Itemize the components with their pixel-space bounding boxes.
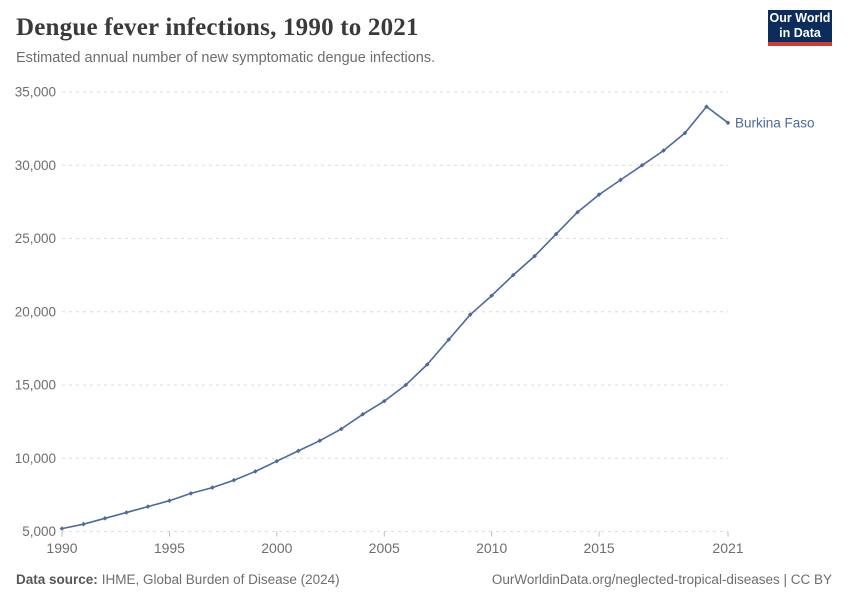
data-point-marker[interactable]: [553, 231, 559, 237]
owid-logo-line1: Our World: [769, 11, 831, 25]
data-point-marker[interactable]: [704, 104, 709, 109]
data-point-marker[interactable]: [618, 177, 623, 183]
data-point-marker[interactable]: [296, 448, 301, 454]
data-point-marker[interactable]: [661, 148, 666, 153]
data-point-marker[interactable]: [317, 438, 323, 443]
x-axis-label: 2010: [476, 540, 507, 556]
data-point-marker[interactable]: [596, 192, 602, 197]
x-axis-label: 1990: [46, 540, 77, 556]
data-point-marker[interactable]: [381, 398, 387, 404]
chart-subtitle: Estimated annual number of new symptomat…: [16, 50, 436, 66]
data-source-value: IHME, Global Burden of Disease (2024): [101, 572, 340, 587]
y-axis-label: 35,000: [15, 85, 56, 100]
data-point-marker[interactable]: [532, 253, 537, 259]
data-point-marker[interactable]: [489, 293, 494, 298]
y-axis-label: 5,000: [22, 524, 56, 539]
data-point-marker[interactable]: [467, 312, 473, 317]
chart-title: Dengue fever infections, 1990 to 2021: [16, 14, 419, 41]
x-axis-label: 1995: [154, 540, 185, 556]
data-point-marker[interactable]: [167, 498, 172, 504]
data-point-marker[interactable]: [338, 426, 344, 432]
y-axis-label: 30,000: [15, 158, 56, 173]
series-end-label[interactable]: Burkina Faso: [735, 115, 815, 130]
data-source-label: Data source:: [16, 572, 98, 587]
owid-logo[interactable]: Our World in Data: [768, 10, 832, 46]
data-point-marker[interactable]: [231, 477, 237, 483]
y-axis-label: 20,000: [15, 304, 56, 319]
data-point-marker[interactable]: [124, 510, 129, 515]
data-point-marker[interactable]: [81, 521, 86, 527]
x-axis-label: 2015: [584, 540, 615, 556]
y-axis-label: 10,000: [15, 451, 56, 466]
y-axis-label: 25,000: [15, 231, 56, 246]
footer-link[interactable]: OurWorldinData.org/neglected-tropical-di…: [491, 572, 832, 587]
data-point-marker[interactable]: [210, 485, 215, 490]
data-source: Data source: IHME, Global Burden of Disea…: [16, 572, 340, 587]
data-point-marker[interactable]: [510, 272, 516, 278]
x-axis-label: 2005: [369, 540, 400, 556]
data-point-marker[interactable]: [59, 526, 65, 531]
data-point-marker[interactable]: [725, 120, 731, 126]
data-point-marker[interactable]: [188, 491, 194, 496]
chart-footer: Data source: IHME, Global Burden of Disea…: [16, 572, 832, 587]
x-axis-label: 2000: [261, 540, 292, 556]
series-line-burkina-faso[interactable]: [61, 105, 729, 530]
data-point-marker[interactable]: [424, 362, 430, 367]
data-point-marker[interactable]: [253, 469, 258, 474]
y-axis-label: 15,000: [15, 378, 56, 393]
data-point-marker[interactable]: [446, 337, 452, 342]
data-point-marker[interactable]: [682, 130, 688, 136]
chart-header: Dengue fever infections, 1990 to 2021 Es…: [16, 14, 736, 66]
owid-logo-line2: in Data: [779, 26, 821, 40]
data-point-marker[interactable]: [274, 458, 280, 464]
x-axis-label: 2021: [712, 540, 743, 556]
data-point-marker[interactable]: [403, 382, 409, 388]
data-point-marker[interactable]: [575, 209, 580, 215]
data-point-marker[interactable]: [639, 162, 645, 168]
data-point-marker[interactable]: [102, 516, 108, 521]
data-point-marker[interactable]: [145, 504, 151, 509]
data-point-marker[interactable]: [360, 412, 366, 417]
